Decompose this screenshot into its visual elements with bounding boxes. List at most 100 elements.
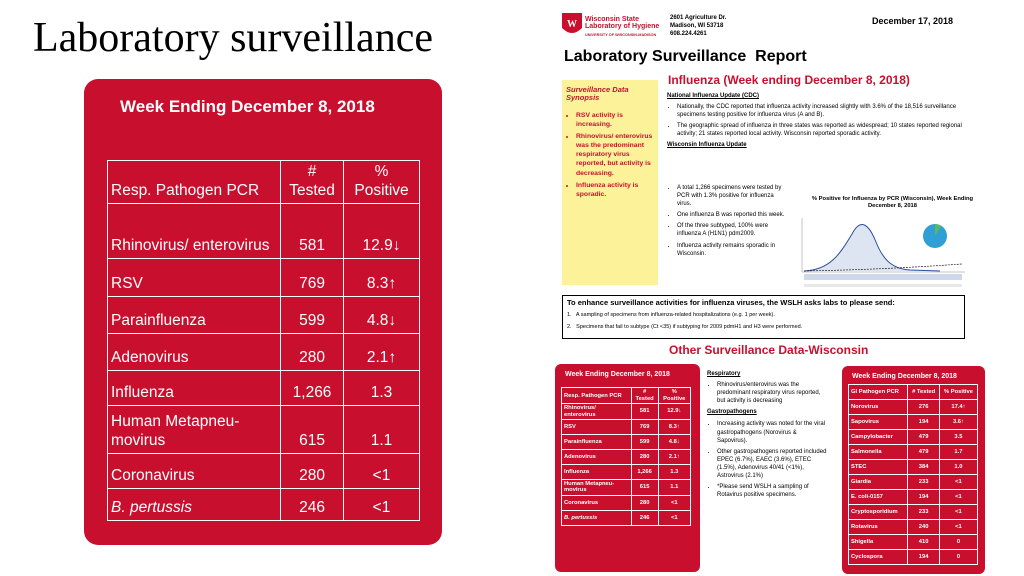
table-cell: RSV bbox=[106, 257, 282, 297]
list-item: Increasing activity was noted for the vi… bbox=[717, 420, 827, 444]
table-row: Adenovirus 280 2.1↑ bbox=[561, 448, 692, 465]
table-cell: 1.7 bbox=[938, 444, 979, 461]
gi-card: Week Ending December 8, 2018 GI Pathogen… bbox=[842, 366, 985, 574]
table-cell: 769 bbox=[280, 257, 345, 297]
table-cell: 615 bbox=[630, 478, 659, 496]
table-cell: Parainfluenza bbox=[106, 295, 282, 334]
table-row: Giardia 233 <1 bbox=[847, 474, 979, 491]
list-item: *Please send WSLH a sampling of Rotaviru… bbox=[717, 483, 827, 499]
respiratory-list: Rhinovirus/enterovirus was the predomina… bbox=[707, 381, 827, 405]
table-row: Norovirus 276 17.4↑ bbox=[847, 399, 979, 416]
report-date: December 17, 2018 bbox=[872, 16, 954, 26]
table-cell: Adenovirus bbox=[561, 448, 632, 465]
table-cell: Parainfluenza bbox=[561, 433, 632, 450]
table-cell: 384 bbox=[907, 459, 940, 476]
list-item: Rhinovirus/enterovirus was the predomina… bbox=[717, 381, 827, 405]
list-item: A total 1,266 specimens were tested by P… bbox=[677, 184, 789, 208]
table-cell: Cryptosporidium bbox=[847, 504, 909, 521]
table-row: Rotavirus 240 <1 bbox=[847, 519, 979, 536]
header-cell: GI Pathogen PCR bbox=[847, 384, 909, 401]
card-title: Week Ending December 8, 2018 bbox=[852, 373, 957, 380]
resp-card: Week Ending December 8, 2018 Resp. Patho… bbox=[555, 364, 700, 572]
table-cell: Norovirus bbox=[847, 399, 909, 416]
influenza-chart-image bbox=[801, 218, 965, 287]
table-cell: 12.9↓ bbox=[657, 403, 692, 420]
table-cell: 599 bbox=[630, 433, 659, 450]
table-cell: E. coli-0157 bbox=[847, 489, 909, 506]
table-cell: 1,266 bbox=[280, 369, 345, 406]
table-row: Human Metapneu-movirus 615 1.1 bbox=[561, 478, 692, 496]
table-cell: 1.3 bbox=[657, 463, 692, 480]
table-cell: <1 bbox=[938, 474, 979, 491]
pathogen-card: Week Ending December 8, 2018 Resp. Patho… bbox=[84, 79, 442, 545]
table-cell: <1 bbox=[657, 509, 692, 526]
gastro-list: Increasing activity was noted for the vi… bbox=[707, 420, 827, 499]
table-cell: 0 bbox=[938, 534, 979, 551]
table-cell: STEC bbox=[847, 459, 909, 476]
section-heading: National Influenza Update (CDC) bbox=[667, 93, 760, 99]
table-cell: Human Metapneu-movirus bbox=[561, 478, 632, 496]
address: 2601 Agriculture Dr. Madison, WI 53718 6… bbox=[670, 14, 726, 38]
table-cell: 194 bbox=[907, 489, 940, 506]
table-cell: 1.1 bbox=[343, 404, 420, 454]
table-cell: 280 bbox=[630, 448, 659, 465]
report-title: Laboratory Surveillance Report bbox=[564, 48, 807, 65]
table-row: RSV 769 8.3↑ bbox=[106, 257, 420, 297]
list-item: Nationally, the CDC reported that influe… bbox=[677, 103, 972, 119]
table-cell: Influenza bbox=[561, 463, 632, 480]
table-cell: 581 bbox=[280, 202, 345, 259]
pathogen-table: Resp. Pathogen PCR # Tested% Positive Rhin… bbox=[106, 160, 420, 521]
request-lead: To enhance surveillance activities for i… bbox=[567, 298, 895, 307]
notes: Respiratory Rhinovirus/enterovirus was t… bbox=[707, 370, 827, 502]
table-cell: Salmonella bbox=[847, 444, 909, 461]
table-cell: 1.1 bbox=[657, 478, 692, 496]
table-cell: 17.4↑ bbox=[938, 399, 979, 416]
table-cell: B. pertussis bbox=[561, 509, 632, 526]
chart-title: % Positive for Influenza by PCR (Wiscons… bbox=[811, 196, 974, 209]
table-cell: 8.3↑ bbox=[343, 257, 420, 297]
table-cell: 4.8↓ bbox=[343, 295, 420, 334]
section-heading: Respiratory bbox=[707, 371, 741, 377]
table-cell: B. pertussis bbox=[106, 487, 282, 521]
table-row: Adenovirus 280 2.1↑ bbox=[106, 332, 420, 371]
table-cell: 769 bbox=[630, 418, 659, 435]
resp-table: Resp. Pathogen PCR # Tested% Positive Rhin… bbox=[561, 387, 692, 526]
table-cell: Human Metapneu-movirus bbox=[106, 404, 282, 454]
table-row: Salmonella 479 1.7 bbox=[847, 444, 979, 461]
svg-text:W: W bbox=[567, 19, 577, 30]
header-cell: # Tested bbox=[630, 387, 659, 405]
table-cell: <1 bbox=[657, 494, 692, 511]
list-item: RSV activity is increasing. bbox=[576, 111, 654, 129]
table-row: Rhinovirus/ enterovirus 581 12.9↓ bbox=[561, 403, 692, 420]
table-row: RSV 769 8.3↑ bbox=[561, 418, 692, 435]
synopsis-box: Surveillance Data Synopsis RSV activity … bbox=[562, 80, 658, 285]
list-item: Other gastropathogens reported included … bbox=[717, 448, 827, 480]
table-row: Parainfluenza 599 4.8↓ bbox=[561, 433, 692, 450]
table-cell: Campylobacter bbox=[847, 429, 909, 446]
table-row: Parainfluenza 599 4.8↓ bbox=[106, 295, 420, 334]
address-line: Madison, WI 53718 bbox=[670, 23, 724, 30]
table-row: STEC 384 1.0 bbox=[847, 459, 979, 476]
table-row: Cyclospora 194 0 bbox=[847, 549, 979, 566]
list-item: Rhinovirus/ enterovirus was the predomin… bbox=[576, 132, 654, 178]
table-row: Shigella 410 0 bbox=[847, 534, 979, 551]
section-heading: Gastropathogens bbox=[707, 409, 757, 416]
university: UNIVERSITY OF WISCONSIN-MADISON bbox=[585, 33, 657, 37]
header-cell: % Positive bbox=[343, 160, 420, 204]
synopsis-heading: Surveillance Data Synopsis bbox=[566, 85, 629, 103]
table-row: B. pertussis 246 <1 bbox=[106, 487, 420, 521]
table-cell: 246 bbox=[280, 487, 345, 521]
table-row: Coronavirus 280 <1 bbox=[106, 452, 420, 489]
synopsis-list: RSV activity is increasing. Rhinovirus/ e… bbox=[566, 111, 654, 200]
list-item: One influenza B was reported this week. bbox=[677, 211, 789, 219]
header-cell: # Tested bbox=[280, 160, 345, 204]
influenza-heading: Influenza (Week ending December 8, 2018) bbox=[668, 73, 910, 87]
table-row: Influenza 1,266 1.3 bbox=[106, 369, 420, 406]
table-cell: Rotavirus bbox=[847, 519, 909, 536]
header-cell: % Positive bbox=[657, 387, 692, 405]
request-box: To enhance surveillance activities for i… bbox=[562, 295, 965, 339]
table-cell: Coronavirus bbox=[561, 494, 632, 511]
table-cell: Giardia bbox=[847, 474, 909, 491]
table-row: E. coli-0157 194 <1 bbox=[847, 489, 979, 506]
header-cell: % Positive bbox=[938, 384, 979, 401]
